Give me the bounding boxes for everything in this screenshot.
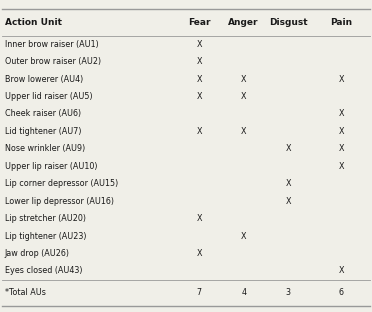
Text: Upper lid raiser (AU5): Upper lid raiser (AU5) (5, 92, 93, 101)
Text: Lip stretcher (AU20): Lip stretcher (AU20) (5, 214, 86, 223)
Text: Cheek raiser (AU6): Cheek raiser (AU6) (5, 110, 81, 119)
Text: 3: 3 (286, 288, 291, 297)
Text: 7: 7 (196, 288, 202, 297)
Text: X: X (339, 127, 344, 136)
Text: X: X (196, 214, 202, 223)
Text: X: X (339, 75, 344, 84)
Text: X: X (339, 162, 344, 171)
Text: Disgust: Disgust (269, 18, 308, 27)
Text: Upper lip raiser (AU10): Upper lip raiser (AU10) (5, 162, 97, 171)
Text: X: X (286, 144, 291, 153)
Text: X: X (196, 92, 202, 101)
Text: Lid tightener (AU7): Lid tightener (AU7) (5, 127, 81, 136)
Text: X: X (241, 92, 246, 101)
Text: Lip tightener (AU23): Lip tightener (AU23) (5, 232, 86, 241)
Text: X: X (286, 179, 291, 188)
Text: Lower lip depressor (AU16): Lower lip depressor (AU16) (5, 197, 114, 206)
Text: X: X (196, 75, 202, 84)
Text: Brow lowerer (AU4): Brow lowerer (AU4) (5, 75, 83, 84)
Text: 6: 6 (339, 288, 344, 297)
Text: X: X (339, 110, 344, 119)
Text: Outer brow raiser (AU2): Outer brow raiser (AU2) (5, 57, 101, 66)
Text: X: X (241, 75, 246, 84)
Text: Fear: Fear (188, 18, 210, 27)
Text: Lip corner depressor (AU15): Lip corner depressor (AU15) (5, 179, 118, 188)
Text: X: X (286, 197, 291, 206)
Text: Inner brow raiser (AU1): Inner brow raiser (AU1) (5, 40, 99, 49)
Text: X: X (196, 40, 202, 49)
Text: X: X (339, 144, 344, 153)
Text: Eyes closed (AU43): Eyes closed (AU43) (5, 266, 82, 275)
Text: Pain: Pain (330, 18, 353, 27)
Text: X: X (196, 127, 202, 136)
Text: X: X (196, 249, 202, 258)
Text: *Total AUs: *Total AUs (5, 288, 46, 297)
Text: 4: 4 (241, 288, 246, 297)
Text: X: X (196, 57, 202, 66)
Text: X: X (241, 232, 246, 241)
Text: X: X (339, 266, 344, 275)
Text: Jaw drop (AU26): Jaw drop (AU26) (5, 249, 70, 258)
Text: X: X (241, 127, 246, 136)
Text: Action Unit: Action Unit (5, 18, 62, 27)
Text: Nose wrinkler (AU9): Nose wrinkler (AU9) (5, 144, 85, 153)
Text: Anger: Anger (228, 18, 259, 27)
